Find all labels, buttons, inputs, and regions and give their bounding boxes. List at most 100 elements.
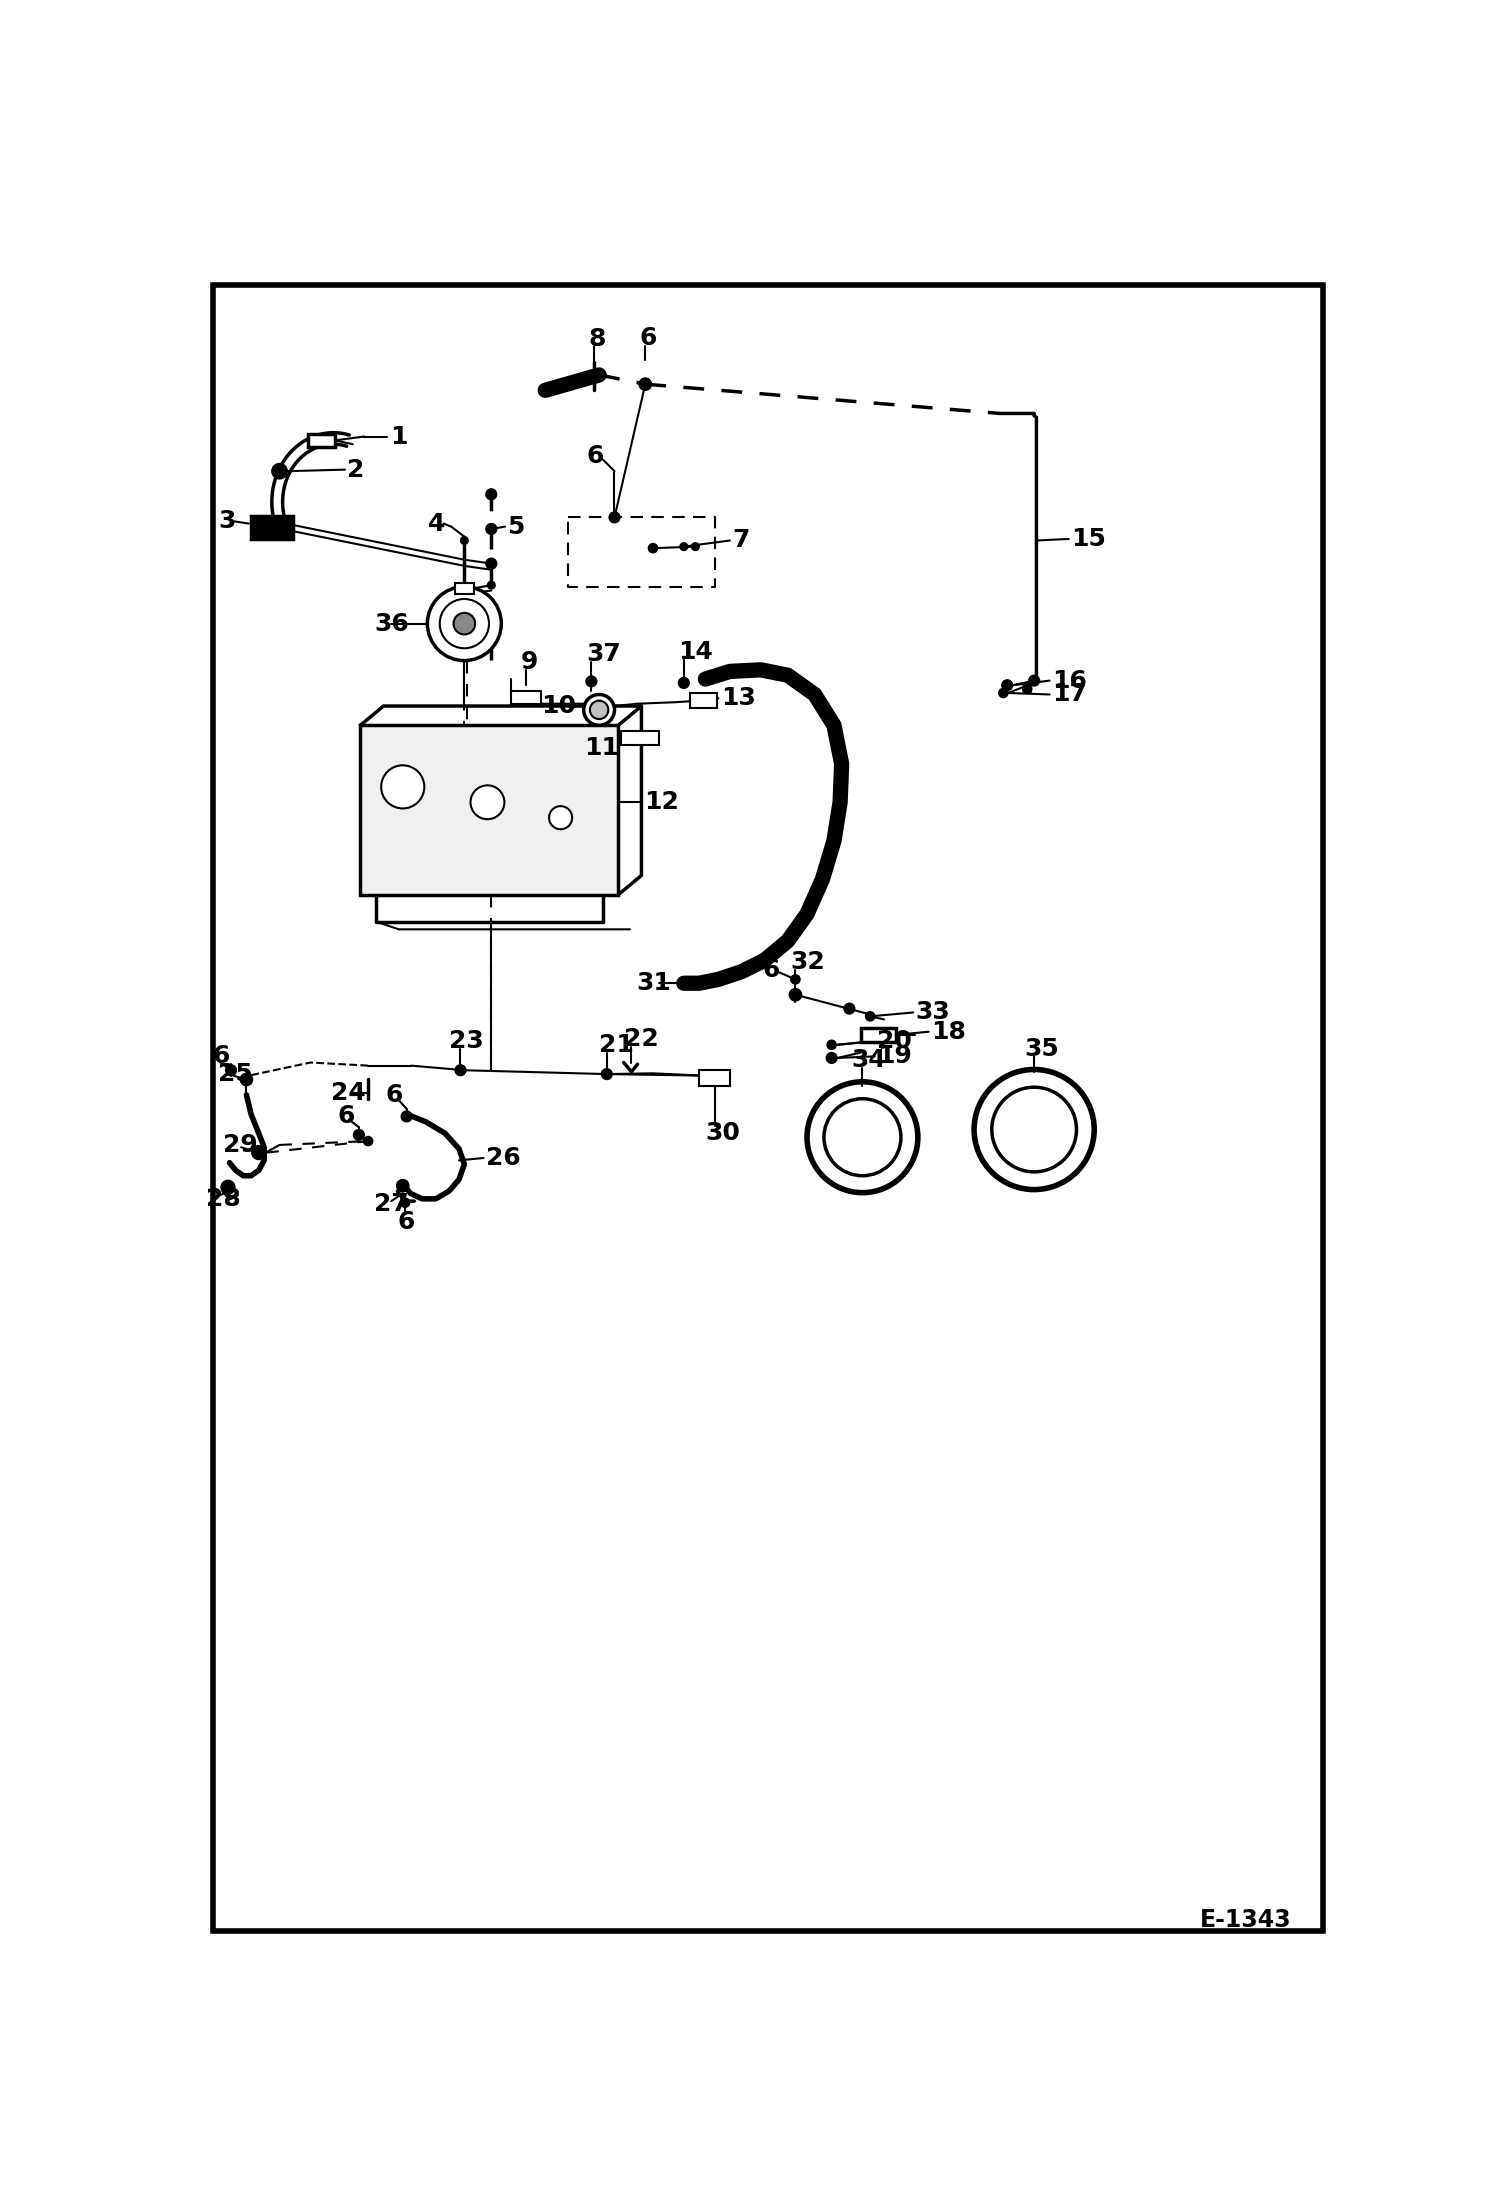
Circle shape [226, 1064, 237, 1075]
Circle shape [590, 700, 608, 720]
Circle shape [271, 463, 288, 478]
Bar [361, 726, 619, 895]
Text: 20: 20 [876, 1029, 912, 1053]
Circle shape [487, 559, 496, 568]
Text: 5: 5 [508, 516, 524, 538]
Circle shape [999, 689, 1008, 698]
Text: 7: 7 [733, 529, 749, 553]
Text: 10: 10 [541, 693, 577, 717]
Circle shape [601, 1068, 613, 1079]
Text: 37: 37 [586, 643, 620, 667]
Text: 9: 9 [521, 649, 538, 674]
Text: 18: 18 [930, 1020, 966, 1044]
Circle shape [222, 1180, 235, 1194]
Bar [511, 691, 541, 704]
Text: 6: 6 [586, 443, 604, 467]
Text: 15: 15 [1071, 527, 1106, 551]
Circle shape [586, 676, 596, 687]
Circle shape [485, 524, 497, 535]
Bar [455, 584, 475, 595]
Circle shape [827, 1053, 837, 1064]
Circle shape [401, 1110, 412, 1121]
Circle shape [354, 1130, 364, 1141]
Text: 28: 28 [207, 1187, 241, 1211]
Text: 29: 29 [223, 1132, 258, 1156]
Circle shape [640, 377, 652, 391]
Text: 32: 32 [789, 950, 825, 974]
Text: 6: 6 [213, 1044, 229, 1068]
Circle shape [487, 581, 496, 588]
Text: 11: 11 [584, 737, 619, 761]
Circle shape [240, 1073, 253, 1086]
Circle shape [649, 544, 658, 553]
Circle shape [1002, 680, 1013, 691]
Circle shape [1023, 685, 1032, 693]
Text: 13: 13 [721, 687, 755, 711]
Text: 1: 1 [389, 423, 407, 448]
Circle shape [454, 612, 475, 634]
Text: 3: 3 [217, 509, 235, 533]
Text: 6: 6 [385, 1084, 403, 1108]
Bar [700, 1071, 730, 1086]
Text: 16: 16 [1052, 669, 1086, 693]
Text: 6: 6 [640, 327, 656, 351]
Bar [861, 1029, 896, 1042]
Circle shape [992, 1088, 1077, 1172]
Text: 26: 26 [485, 1145, 521, 1169]
Bar [620, 731, 659, 746]
Circle shape [440, 599, 488, 647]
Circle shape [364, 1136, 373, 1145]
Text: 27: 27 [374, 1191, 409, 1215]
Text: 6: 6 [397, 1209, 415, 1233]
Text: 6: 6 [337, 1104, 355, 1128]
Circle shape [400, 1198, 409, 1207]
Circle shape [974, 1068, 1094, 1189]
Text: 36: 36 [374, 612, 409, 636]
Bar [309, 434, 336, 448]
Text: 31: 31 [637, 972, 671, 996]
Text: 19: 19 [876, 1044, 912, 1068]
Circle shape [789, 989, 801, 1000]
Text: 14: 14 [679, 641, 713, 665]
Bar [691, 693, 718, 709]
Circle shape [485, 557, 497, 568]
Circle shape [824, 1099, 900, 1176]
Text: 12: 12 [644, 790, 679, 814]
Text: 33: 33 [915, 1000, 950, 1025]
Text: 17: 17 [1052, 682, 1086, 706]
Bar [252, 516, 294, 540]
Text: 22: 22 [623, 1027, 659, 1051]
Circle shape [460, 538, 469, 544]
Text: 6: 6 [762, 959, 780, 983]
Circle shape [485, 489, 497, 500]
Circle shape [252, 1145, 265, 1161]
Text: 30: 30 [706, 1121, 740, 1145]
Text: 23: 23 [449, 1029, 484, 1053]
Text: E-1343: E-1343 [1200, 1909, 1291, 1933]
Circle shape [807, 1082, 918, 1194]
Text: 4: 4 [428, 511, 445, 535]
Text: 34: 34 [852, 1049, 887, 1073]
Text: 25: 25 [217, 1062, 253, 1086]
Circle shape [692, 542, 700, 551]
Circle shape [470, 785, 505, 818]
Text: 35: 35 [1025, 1038, 1059, 1060]
Circle shape [397, 1180, 409, 1191]
Circle shape [427, 586, 502, 660]
Circle shape [866, 1011, 875, 1020]
Text: 21: 21 [599, 1033, 634, 1058]
Circle shape [1029, 676, 1040, 687]
Circle shape [843, 1003, 855, 1014]
Circle shape [550, 805, 572, 829]
Circle shape [680, 542, 688, 551]
Circle shape [827, 1040, 836, 1049]
Circle shape [791, 974, 800, 983]
Text: 8: 8 [589, 327, 605, 351]
Circle shape [610, 511, 620, 522]
Text: 2: 2 [348, 459, 364, 483]
Text: 24: 24 [331, 1082, 366, 1106]
Circle shape [640, 380, 650, 391]
Circle shape [679, 678, 689, 689]
Circle shape [380, 766, 424, 807]
Circle shape [584, 695, 614, 726]
